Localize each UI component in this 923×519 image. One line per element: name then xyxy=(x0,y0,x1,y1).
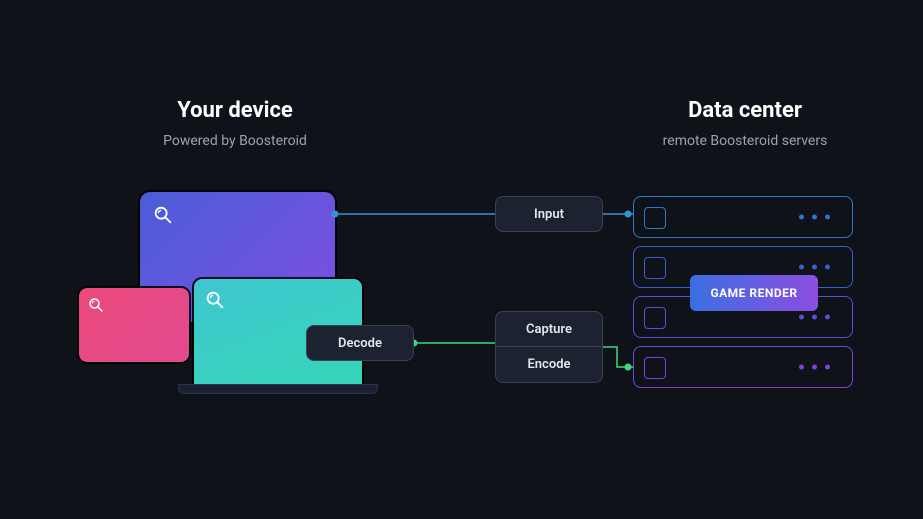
input-stage: Input xyxy=(495,196,603,232)
game-render-badge: GAME RENDER xyxy=(690,275,818,311)
decode-stage: Decode xyxy=(306,325,414,361)
diagram-canvas: Your device Powered by Boosteroid Data c… xyxy=(0,0,923,519)
encode-stage: Encode xyxy=(495,347,603,383)
server-unit xyxy=(633,346,853,388)
datacenter-title: Data center xyxy=(615,98,875,123)
magnifier-icon xyxy=(152,204,174,226)
magnifier-icon xyxy=(204,289,226,311)
capture-stage: Capture xyxy=(495,311,603,347)
device-laptop-base xyxy=(178,384,378,394)
device-title: Your device xyxy=(105,98,365,123)
datacenter-subtitle: remote Boosteroid servers xyxy=(615,133,875,149)
datacenter-section-header: Data center remote Boosteroid servers xyxy=(615,98,875,149)
device-tablet xyxy=(79,288,189,362)
device-section-header: Your device Powered by Boosteroid xyxy=(105,98,365,149)
server-unit xyxy=(633,196,853,238)
device-subtitle: Powered by Boosteroid xyxy=(105,133,365,149)
magnifier-icon xyxy=(87,296,105,314)
